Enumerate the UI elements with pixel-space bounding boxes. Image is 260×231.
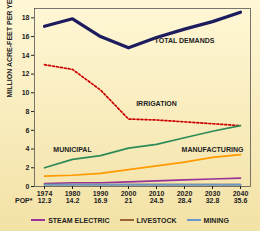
- svg-text:16: 16: [22, 33, 30, 40]
- svg-text:199016.9: 199016.9: [93, 190, 109, 204]
- svg-text:202028.4: 202028.4: [177, 190, 193, 204]
- svg-text:18: 18: [22, 14, 30, 21]
- svg-text:IRRIGATION: IRRIGATION: [136, 100, 177, 107]
- svg-text:MANUFACTURING: MANUFACTURING: [182, 146, 244, 153]
- svg-text:POP*: POP*: [15, 197, 33, 204]
- svg-text:6: 6: [26, 127, 30, 134]
- svg-text:TOTAL DEMANDS: TOTAL DEMANDS: [155, 37, 215, 44]
- svg-text:10: 10: [22, 89, 30, 96]
- svg-text:0: 0: [26, 183, 30, 190]
- svg-text:197412.3: 197412.3: [37, 190, 53, 204]
- svg-text:204035.6: 204035.6: [233, 190, 249, 204]
- html-text:LIVESTOCK: LIVESTOCK: [136, 216, 177, 224]
- svg-text:2: 2: [26, 164, 30, 171]
- svg-text:198014.2: 198014.2: [65, 190, 81, 204]
- svg-text:MILLION ACRE-FEET PER YEAR: MILLION ACRE-FEET PER YEAR: [6, 0, 13, 98]
- html-text:MINING: MINING: [203, 216, 229, 224]
- svg-text:MUNICIPAL: MUNICIPAL: [53, 146, 92, 153]
- svg-text:14: 14: [22, 52, 30, 59]
- svg-text:8: 8: [26, 108, 30, 115]
- svg-text:203032.8: 203032.8: [205, 190, 221, 204]
- svg-text:12: 12: [22, 70, 30, 77]
- svg-text:200021: 200021: [121, 190, 137, 204]
- svg-text:4: 4: [26, 145, 30, 152]
- svg-text:201024.5: 201024.5: [149, 190, 165, 204]
- html-text:STEAM ELECTRIC: STEAM ELECTRIC: [48, 216, 110, 224]
